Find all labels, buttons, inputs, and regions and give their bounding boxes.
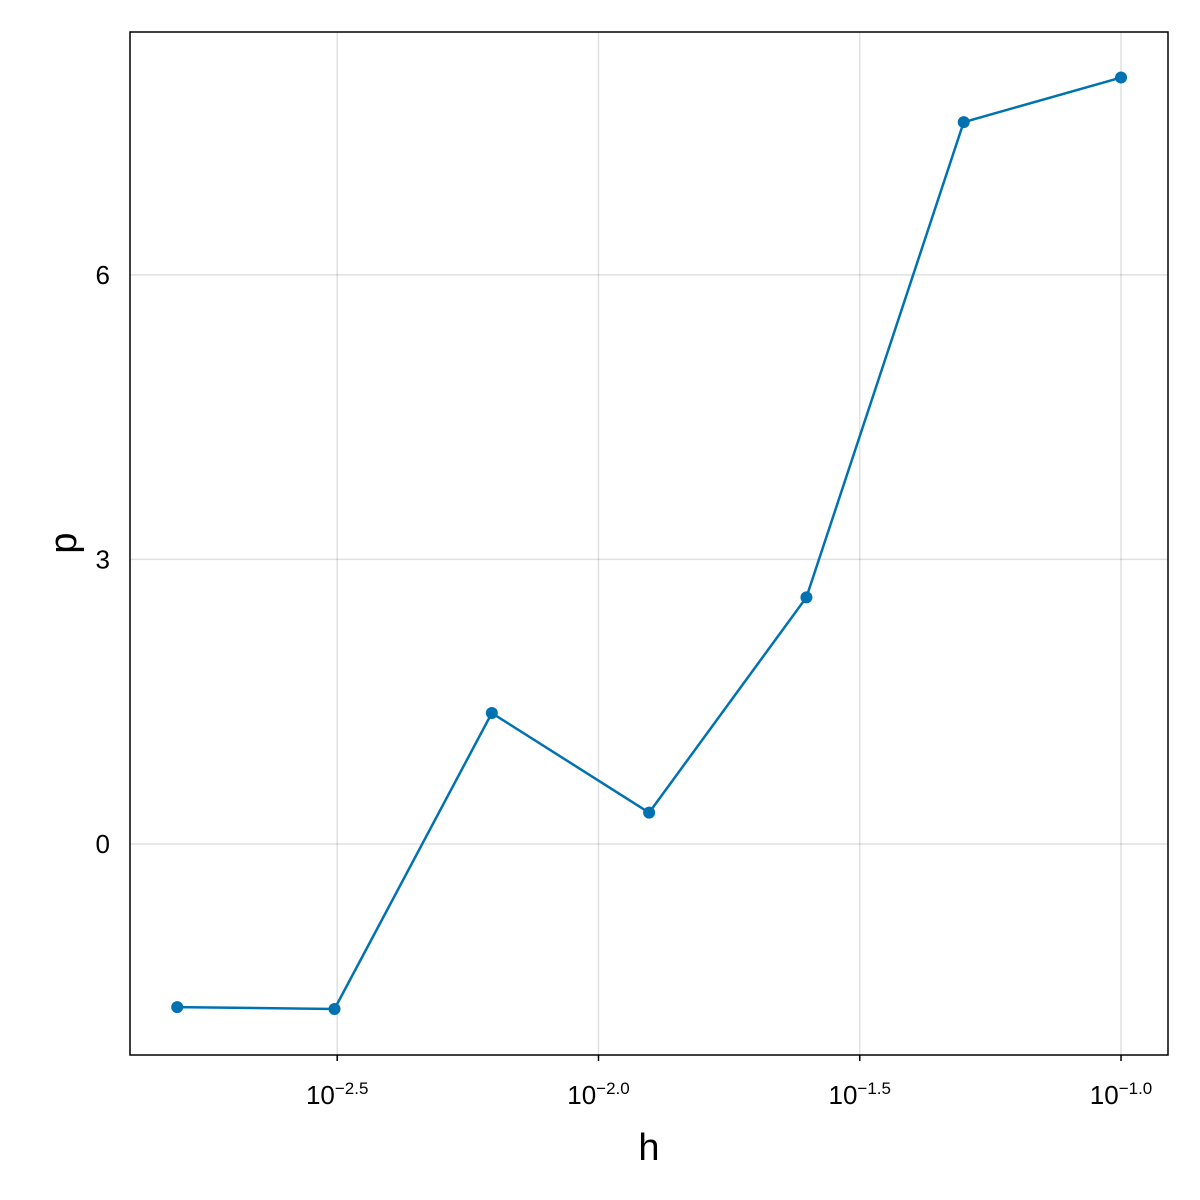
point xyxy=(1115,71,1128,84)
y-tick-label: 0 xyxy=(96,829,110,859)
point xyxy=(328,1002,341,1015)
point xyxy=(643,806,656,819)
point xyxy=(485,707,498,720)
x-axis-label: h xyxy=(638,1127,659,1169)
point xyxy=(800,591,813,604)
point xyxy=(171,1001,184,1014)
y-tick-label: 3 xyxy=(96,544,110,574)
y-axis-label: p xyxy=(43,532,85,553)
point xyxy=(957,116,970,129)
y-tick-label: 6 xyxy=(96,260,110,290)
plot-frame xyxy=(129,31,1169,1056)
